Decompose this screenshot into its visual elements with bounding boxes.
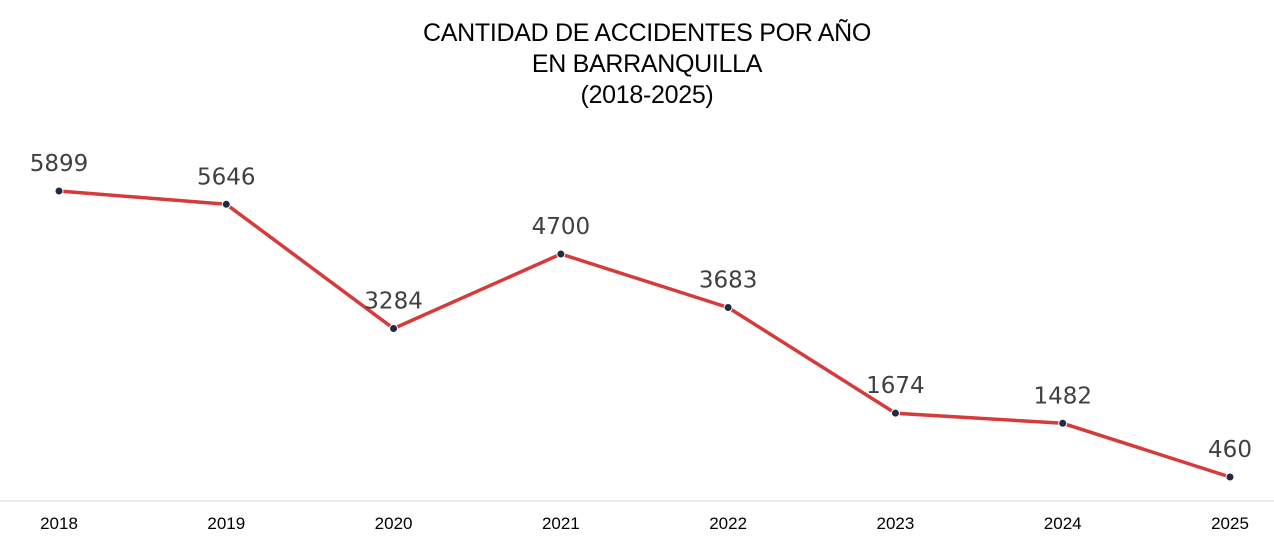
chart-title: CANTIDAD DE ACCIDENTES POR AÑO EN BARRAN…	[0, 18, 1274, 111]
data-label-2018: 5899	[30, 151, 89, 177]
marker-layer	[54, 186, 1235, 482]
data-point-2025	[1225, 472, 1235, 482]
x-tick-label-2022: 2022	[709, 514, 747, 533]
series-layer	[58, 189, 1231, 479]
data-label-2023: 1674	[866, 373, 925, 399]
data-label-2024: 1482	[1033, 383, 1092, 409]
data-point-2023	[890, 408, 900, 418]
x-tick-label-2018: 2018	[40, 514, 78, 533]
data-point-2018	[54, 186, 64, 196]
data-point-2020	[389, 324, 399, 334]
data-label-layer: 5899 5646 3284 4700 3683 1674 1482 460	[30, 151, 1252, 463]
x-tick-label-2021: 2021	[542, 514, 580, 533]
data-label-2025: 460	[1208, 437, 1252, 463]
data-point-2022	[723, 303, 733, 313]
data-label-2022: 3683	[699, 268, 758, 294]
x-tick-label-2020: 2020	[375, 514, 413, 533]
x-tick-label-2025: 2025	[1211, 514, 1249, 533]
x-tick-label-2023: 2023	[877, 514, 915, 533]
data-label-2019: 5646	[197, 164, 256, 190]
data-point-2021	[556, 249, 566, 259]
chart-title-line-2: EN BARRANQUILLA	[531, 50, 763, 78]
x-tick-layer: 2018 2019 2020 2021 2022 2023 2024 2025	[40, 514, 1249, 533]
data-point-2024	[1058, 418, 1068, 428]
x-tick-label-2024: 2024	[1044, 514, 1082, 533]
data-point-2019	[221, 199, 231, 209]
chart-title-line-3: (2018-2025)	[580, 81, 714, 109]
chart-title-line-1: CANTIDAD DE ACCIDENTES POR AÑO	[422, 19, 872, 47]
series-line	[58, 189, 1231, 479]
x-tick-label-2019: 2019	[207, 514, 245, 533]
data-label-2021: 4700	[532, 214, 591, 240]
data-label-2020: 3284	[364, 289, 423, 315]
